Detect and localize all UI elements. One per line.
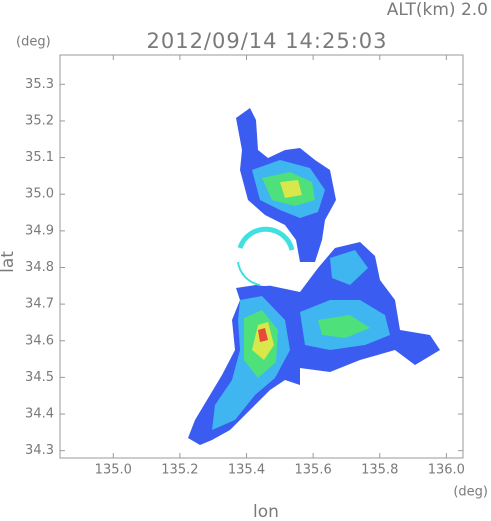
plot-frame [59,54,464,459]
y-tick-label: 34.8 [25,260,54,275]
y-unit: (deg) [16,35,51,50]
x-tick-label: 135.4 [228,463,265,478]
x-tick-label: 135.8 [361,463,398,478]
y-tick-label: 34.5 [25,370,54,385]
y-tick-label: 34.4 [25,407,54,422]
x-unit: (deg) [453,485,488,500]
y-axis-label: lat [0,251,18,273]
x-tick-label: 136.0 [428,463,465,478]
radar-echo [188,108,440,445]
y-tick-label: 35.0 [25,187,54,202]
y-tick-label: 34.7 [25,297,54,312]
y-tick-label: 35.1 [25,150,54,165]
y-tick-label: 34.3 [25,443,54,458]
x-axis-label: lon [253,502,279,521]
y-tick-label: 34.9 [25,223,54,238]
y-tick-label: 34.6 [25,333,54,348]
altitude-label: ALT(km) 2.0 [387,0,488,20]
x-tick-label: 135.6 [295,463,332,478]
y-tick-label: 35.2 [25,113,54,128]
y-tick-label: 35.3 [25,77,54,92]
x-tick-label: 135.0 [95,463,132,478]
x-tick-label: 135.2 [161,463,198,478]
chart-title: 2012/09/14 14:25:03 [146,29,387,53]
